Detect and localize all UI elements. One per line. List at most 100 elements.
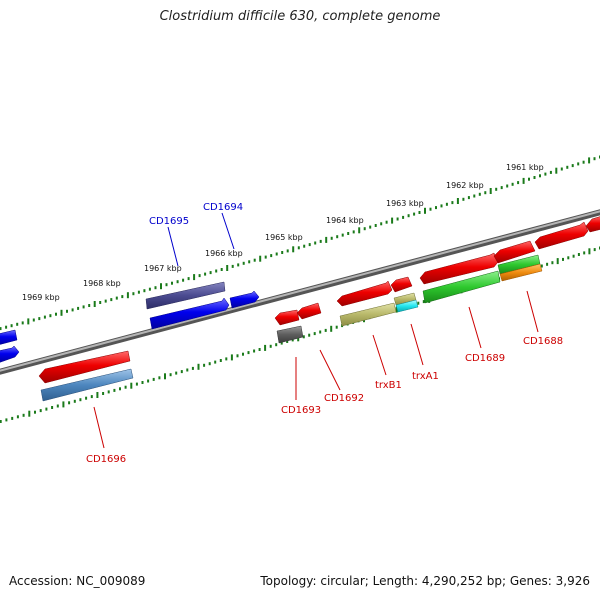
lower-ruler-minor-tick (180, 370, 183, 374)
upper-ruler-minor-tick (38, 317, 41, 321)
scale-labels: 1961 kbp 1962 kbp 1963 kbp 1964 kbp 1965 kbp… (22, 163, 544, 302)
upper-ruler-major-tick (226, 265, 229, 271)
lower-ruler-minor-tick (119, 387, 121, 391)
upper-ruler-minor-tick (143, 289, 146, 293)
upper-ruler-major-tick (456, 198, 459, 204)
feature-right-red-b[interactable] (585, 216, 600, 233)
upper-ruler-minor-tick (176, 280, 179, 284)
upper-ruler-minor-tick (286, 249, 289, 253)
feature-cd1689[interactable] (422, 270, 501, 304)
lower-ruler-minor-tick (214, 360, 217, 364)
upper-ruler-minor-tick (413, 212, 416, 216)
gene-label-trxa1[interactable]: trxA1 (412, 371, 439, 382)
lower-ruler-major-tick (164, 373, 166, 380)
feature-left-forward-a[interactable] (0, 329, 18, 345)
feature-trxb1[interactable] (339, 302, 397, 327)
feature-trxa1[interactable] (395, 299, 419, 313)
upper-ruler-minor-tick (0, 327, 2, 331)
gene-label-cd1693[interactable]: CD1693 (281, 405, 321, 416)
lower-ruler-minor-tick (583, 251, 586, 255)
gene-label-cd1688[interactable]: CD1688 (523, 336, 563, 347)
feature-cd1696[interactable] (40, 368, 134, 402)
upper-ruler-minor-tick (171, 281, 173, 285)
lower-ruler-major-tick (96, 392, 99, 398)
upper-ruler-minor-tick (528, 177, 530, 181)
lower-ruler-minor-tick (22, 413, 25, 417)
lower-ruler-minor-tick (577, 253, 580, 256)
lower-ruler-minor-tick (242, 352, 244, 356)
lower-ruler-minor-tick (258, 348, 261, 351)
upper-ruler-minor-tick (539, 174, 541, 178)
lower-ruler-minor-tick (417, 301, 420, 305)
upper-ruler-minor-tick (478, 192, 481, 196)
upper-ruler-minor-tick (511, 182, 514, 186)
upper-ruler-minor-tick (467, 196, 470, 200)
upper-ruler-minor-tick (544, 172, 547, 176)
gene-label-cd1695[interactable]: CD1695 (149, 216, 189, 227)
upper-ruler-minor-tick (43, 315, 46, 319)
lower-ruler-minor-tick (335, 325, 338, 329)
lower-ruler-minor-tick (113, 388, 116, 392)
gene-label-cd1692[interactable]: CD1692 (324, 393, 364, 404)
feature-cd1695-cds[interactable] (149, 297, 230, 330)
upper-ruler-minor-tick (253, 258, 256, 262)
lower-ruler-minor-tick (286, 340, 289, 343)
upper-ruler-major-tick (391, 217, 394, 224)
lower-ruler-minor-tick (313, 332, 316, 336)
upper-ruler-major-tick (358, 227, 361, 234)
upper-ruler-minor-tick (571, 164, 574, 168)
scale-label-1968-kbp: 1968 kbp (83, 279, 121, 288)
upper-ruler-minor-tick (380, 222, 383, 226)
upper-ruler-minor-tick (319, 239, 322, 243)
gene-label-trxb1[interactable]: trxB1 (375, 380, 402, 391)
upper-ruler-minor-tick (88, 304, 91, 307)
gene-label-cd1689[interactable]: CD1689 (465, 353, 505, 364)
lower-ruler-minor-tick (16, 415, 19, 419)
feature-cd1696-top[interactable] (38, 350, 131, 384)
upper-ruler-major-tick (588, 157, 591, 164)
lower-ruler-minor-tick (593, 248, 596, 252)
upper-ruler-minor-tick (204, 272, 207, 276)
upper-ruler-minor-tick (484, 191, 487, 195)
lower-ruler-minor-tick (147, 379, 150, 383)
feature-right-red-a[interactable] (534, 221, 589, 250)
lower-ruler-major-tick (230, 354, 233, 361)
upper-ruler-minor-tick (270, 254, 273, 258)
upper-ruler-minor-tick (231, 264, 234, 268)
upper-ruler-major-tick (555, 167, 558, 174)
upper-ruler-minor-tick (336, 235, 339, 239)
lower-ruler-minor-tick (124, 385, 127, 389)
feature-cd1693-top[interactable] (274, 309, 300, 326)
lower-ruler-minor-tick (422, 300, 425, 304)
lower-ruler-minor-tick (236, 354, 239, 358)
feature-left-forward-b[interactable] (0, 345, 20, 363)
feature-cd1688[interactable] (499, 263, 543, 282)
upper-ruler-minor-tick (82, 305, 85, 309)
lower-ruler-minor-tick (0, 420, 2, 423)
feature-cd1692[interactable] (296, 302, 322, 320)
feature-small-red[interactable] (390, 276, 413, 293)
feature-cd1692-top[interactable] (336, 280, 393, 307)
upper-ruler-minor-tick (385, 220, 388, 224)
upper-ruler-minor-tick (473, 194, 476, 198)
feature-cd1695[interactable] (145, 281, 226, 310)
lower-ruler-major-tick (197, 363, 200, 370)
upper-ruler-minor-tick (281, 251, 284, 254)
upper-ruler-major-tick (325, 236, 328, 243)
feature-cd1688-top[interactable] (493, 240, 536, 264)
upper-ruler-minor-tick (121, 295, 124, 299)
upper-ruler-minor-tick (137, 290, 140, 294)
lower-ruler-minor-tick (135, 382, 138, 386)
lower-ruler-minor-tick (102, 392, 105, 395)
lower-ruler-minor-tick (546, 262, 549, 266)
upper-ruler-minor-tick (104, 299, 107, 303)
upper-ruler-minor-tick (435, 206, 437, 210)
scale-label-1965-kbp: 1965 kbp (265, 233, 303, 242)
lower-ruler-minor-tick (319, 330, 322, 334)
gene-label-cd1696[interactable]: CD1696 (86, 454, 126, 465)
feature-cd1693[interactable] (276, 325, 304, 344)
lower-ruler-minor-tick (203, 363, 206, 367)
lower-ruler-minor-tick (141, 381, 144, 384)
gene-label-cd1694[interactable]: CD1694 (203, 202, 243, 213)
feature-cd1694[interactable] (229, 290, 260, 309)
